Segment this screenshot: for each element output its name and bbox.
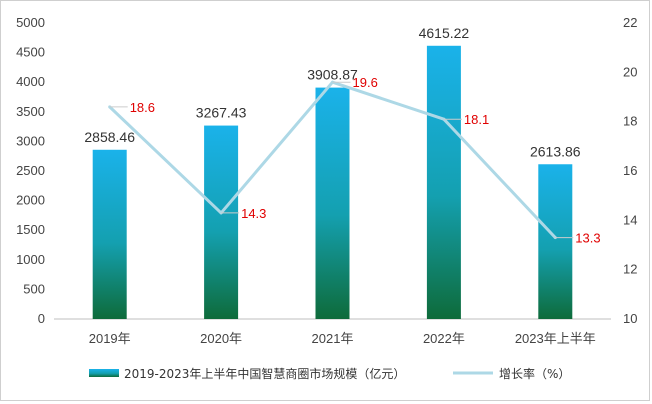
- y-right-tick-label: 10: [623, 311, 637, 326]
- y-left-tick-label: 1000: [16, 252, 45, 267]
- bar-value-label: 2858.46: [84, 129, 135, 145]
- bar-value-label: 3908.87: [307, 67, 358, 83]
- y-right-tick-label: 16: [623, 163, 637, 178]
- legend-bar-label: 2019-2023年上半年中国智慧商圈市场规模（亿元）: [124, 366, 405, 381]
- x-tick-label: 2020年: [200, 331, 242, 346]
- rate-value-label: 19.6: [353, 75, 378, 90]
- bar: [427, 46, 461, 319]
- y-right-tick-label: 18: [623, 114, 637, 129]
- y-right-tick-label: 14: [623, 212, 637, 227]
- y-left-tick-label: 5000: [16, 15, 45, 30]
- bar-value-label: 2613.86: [530, 143, 581, 159]
- y-left-tick-label: 0: [38, 311, 45, 326]
- x-tick-label: 2022年: [423, 331, 465, 346]
- legend-line-label: 增长率（%）: [499, 366, 570, 381]
- rate-value-label: 14.3: [241, 206, 266, 221]
- y-left-tick-label: 4000: [16, 74, 45, 89]
- legend: 2019-2023年上半年中国智慧商圈市场规模（亿元） 增长率（%）: [89, 366, 570, 381]
- bars: [93, 46, 573, 319]
- rate-value-label: 13.3: [575, 231, 600, 246]
- bar: [316, 88, 350, 319]
- y-left-tick-label: 3500: [16, 104, 45, 119]
- y-right-tick-label: 22: [623, 15, 637, 30]
- y-left-tick-label: 2000: [16, 193, 45, 208]
- legend-bar-swatch: [89, 369, 119, 377]
- bar-value-label: 3267.43: [196, 105, 247, 121]
- bar: [93, 150, 127, 319]
- y-right-tick-label: 20: [623, 64, 637, 79]
- y-right-tick-label: 12: [623, 262, 637, 277]
- y-left-tick-label: 1500: [16, 222, 45, 237]
- rate-value-label: 18.1: [464, 112, 489, 127]
- bar-value-label: 4615.22: [419, 25, 470, 41]
- bar: [204, 126, 238, 319]
- rate-value-label: 18.6: [130, 100, 155, 115]
- x-tick-label: 2021年: [312, 331, 354, 346]
- y-left-tick-label: 500: [23, 281, 45, 296]
- y-left-tick-label: 3000: [16, 133, 45, 148]
- x-tick-label: 2019年: [89, 331, 131, 346]
- bar: [538, 164, 572, 319]
- x-tick-label: 2023年上半年: [515, 331, 596, 346]
- y-left-tick-label: 4500: [16, 45, 45, 60]
- y-left-tick-label: 2500: [16, 163, 45, 178]
